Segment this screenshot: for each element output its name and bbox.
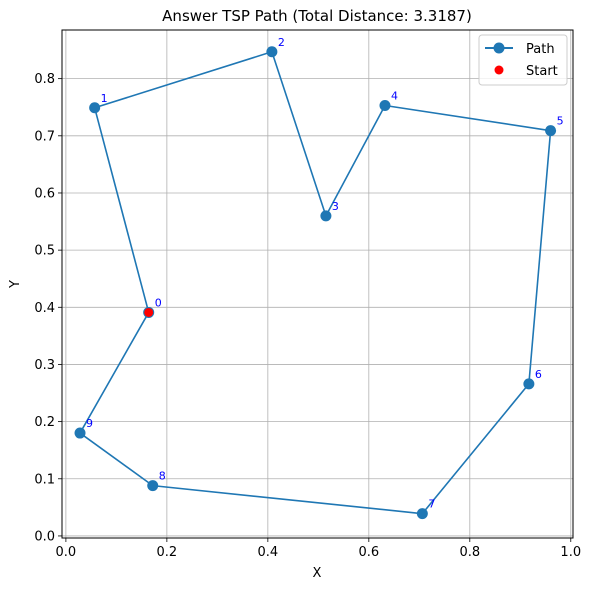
- point-label: 7: [428, 498, 435, 511]
- path-point: [266, 46, 278, 58]
- y-tick-label: 0.8: [34, 72, 55, 87]
- path-point: [379, 100, 391, 112]
- x-axis-label: X: [313, 566, 322, 581]
- grid: [62, 30, 573, 538]
- chart-title: Answer TSP Path (Total Distance: 3.3187): [162, 7, 472, 25]
- path-markers: [74, 46, 557, 520]
- path-series: [79, 50, 552, 515]
- x-tick-label: 0.6: [358, 545, 379, 560]
- point-label: 5: [557, 115, 564, 128]
- path-point: [545, 125, 557, 137]
- y-tick-label: 0.7: [34, 129, 55, 144]
- path-point: [523, 378, 535, 390]
- y-tick-label: 0.2: [34, 415, 55, 430]
- point-label: 0: [155, 296, 162, 309]
- point-label: 1: [101, 92, 108, 105]
- legend-start-marker: [494, 65, 504, 75]
- path-line: [79, 50, 552, 515]
- point-label: 9: [86, 417, 93, 430]
- path-point: [147, 480, 159, 492]
- point-label: 2: [278, 36, 285, 49]
- y-tick-label: 0.5: [34, 244, 55, 259]
- x-tick-label: 0.8: [459, 545, 480, 560]
- start-point: [144, 307, 154, 317]
- y-tick-label: 0.3: [34, 358, 55, 373]
- y-tick-label: 0.1: [34, 472, 55, 487]
- plot-frame: [61, 29, 574, 539]
- x-tick-label: 0.2: [157, 545, 178, 560]
- path-point: [320, 210, 332, 222]
- point-label: 4: [391, 90, 398, 103]
- y-tick-label: 0.4: [34, 301, 55, 316]
- point-label: 8: [159, 470, 166, 483]
- y-axis: 0.0 0.1 0.2 0.3 0.4 0.5 0.6 0.7 0.8: [34, 72, 62, 544]
- point-labels: 0 1 2 3 4 5 6 7 8 9: [86, 36, 564, 511]
- point-label: 6: [535, 368, 542, 381]
- path-point: [89, 102, 101, 114]
- legend-path-label: Path: [526, 42, 555, 57]
- path-point: [416, 508, 428, 520]
- point-label: 3: [332, 200, 339, 213]
- x-tick-label: 0.0: [56, 545, 77, 560]
- legend-path-marker: [493, 42, 505, 54]
- path-point: [74, 427, 86, 439]
- legend: Path Start: [478, 34, 568, 86]
- y-axis-label: Y: [8, 280, 23, 289]
- x-tick-label: 1.0: [560, 545, 581, 560]
- start-series: [144, 307, 154, 317]
- y-tick-label: 0.0: [34, 529, 55, 544]
- x-tick-label: 0.4: [258, 545, 279, 560]
- legend-start-label: Start: [526, 64, 558, 79]
- x-axis: 0.0 0.2 0.4 0.6 0.8 1.0: [56, 538, 581, 560]
- y-tick-label: 0.6: [34, 186, 55, 201]
